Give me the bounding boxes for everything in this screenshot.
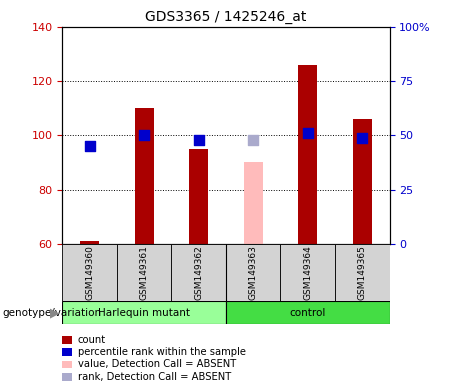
Point — [195, 137, 202, 143]
Text: genotype/variation: genotype/variation — [2, 308, 101, 318]
Bar — [353, 119, 372, 244]
Text: value, Detection Call = ABSENT: value, Detection Call = ABSENT — [78, 359, 236, 369]
Text: ▶: ▶ — [50, 306, 59, 319]
Bar — [226, 244, 280, 301]
Bar — [80, 241, 99, 244]
Bar — [280, 244, 335, 301]
Text: GSM149364: GSM149364 — [303, 245, 312, 300]
Point — [86, 143, 93, 149]
Bar — [189, 149, 208, 244]
Bar — [62, 244, 117, 301]
Text: GSM149365: GSM149365 — [358, 245, 367, 300]
Bar — [135, 108, 154, 244]
Bar — [226, 301, 390, 324]
Bar — [335, 244, 390, 301]
Point — [249, 137, 257, 143]
Text: control: control — [290, 308, 326, 318]
Point — [304, 130, 311, 136]
Bar — [117, 244, 171, 301]
Text: rank, Detection Call = ABSENT: rank, Detection Call = ABSENT — [78, 372, 231, 382]
Title: GDS3365 / 1425246_at: GDS3365 / 1425246_at — [145, 10, 307, 25]
Point — [140, 132, 148, 138]
Bar — [62, 301, 226, 324]
Bar — [298, 65, 317, 244]
Point — [359, 134, 366, 141]
Text: percentile rank within the sample: percentile rank within the sample — [78, 347, 246, 357]
Text: count: count — [78, 335, 106, 345]
Bar — [243, 162, 263, 244]
Bar — [171, 244, 226, 301]
Text: GSM149361: GSM149361 — [140, 245, 148, 300]
Text: Harlequin mutant: Harlequin mutant — [98, 308, 190, 318]
Text: GSM149363: GSM149363 — [248, 245, 258, 300]
Text: GSM149360: GSM149360 — [85, 245, 94, 300]
Text: GSM149362: GSM149362 — [194, 245, 203, 300]
